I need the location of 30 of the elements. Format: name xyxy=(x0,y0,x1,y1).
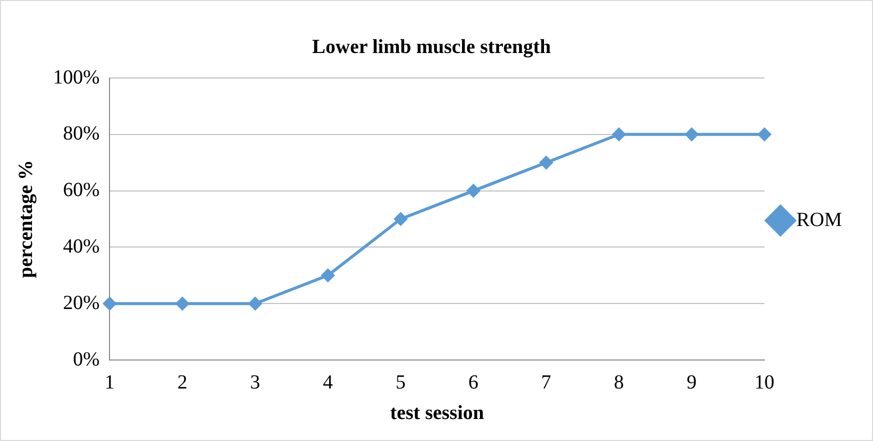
x-axis-title: test session xyxy=(390,402,484,424)
point xyxy=(540,156,553,170)
x-tick-label: 3 xyxy=(250,371,260,394)
point xyxy=(103,297,116,310)
x-tick-label: 6 xyxy=(468,371,478,394)
x-tick-label: 10 xyxy=(754,371,774,394)
y-tick-label: 40% xyxy=(62,235,100,258)
x-tick-label: 4 xyxy=(322,371,333,394)
point xyxy=(758,128,771,141)
y-tick-label: 0% xyxy=(72,348,100,370)
y-tick-label: 80% xyxy=(62,122,100,145)
y-tick-label: 100% xyxy=(52,66,100,88)
x-tick-label: 2 xyxy=(177,371,188,394)
x-tick-label: 7 xyxy=(541,371,552,394)
point xyxy=(612,128,626,141)
x-tick-label: 1 xyxy=(104,371,115,394)
y-tick-label: 60% xyxy=(62,179,100,202)
point xyxy=(394,212,408,226)
x-tick-label: 5 xyxy=(396,371,406,394)
point xyxy=(685,128,698,141)
chart-title: Lower limb muscle strength xyxy=(312,36,551,58)
point xyxy=(466,184,480,198)
x-tick-label: 8 xyxy=(614,371,624,394)
y-axis-title: percentage % xyxy=(15,160,38,278)
point xyxy=(248,297,262,310)
point xyxy=(321,268,334,282)
point xyxy=(176,297,189,310)
y-tick-label: 20% xyxy=(62,292,100,314)
x-tick-label: 9 xyxy=(686,371,697,394)
legend-label: ROM xyxy=(796,208,842,231)
